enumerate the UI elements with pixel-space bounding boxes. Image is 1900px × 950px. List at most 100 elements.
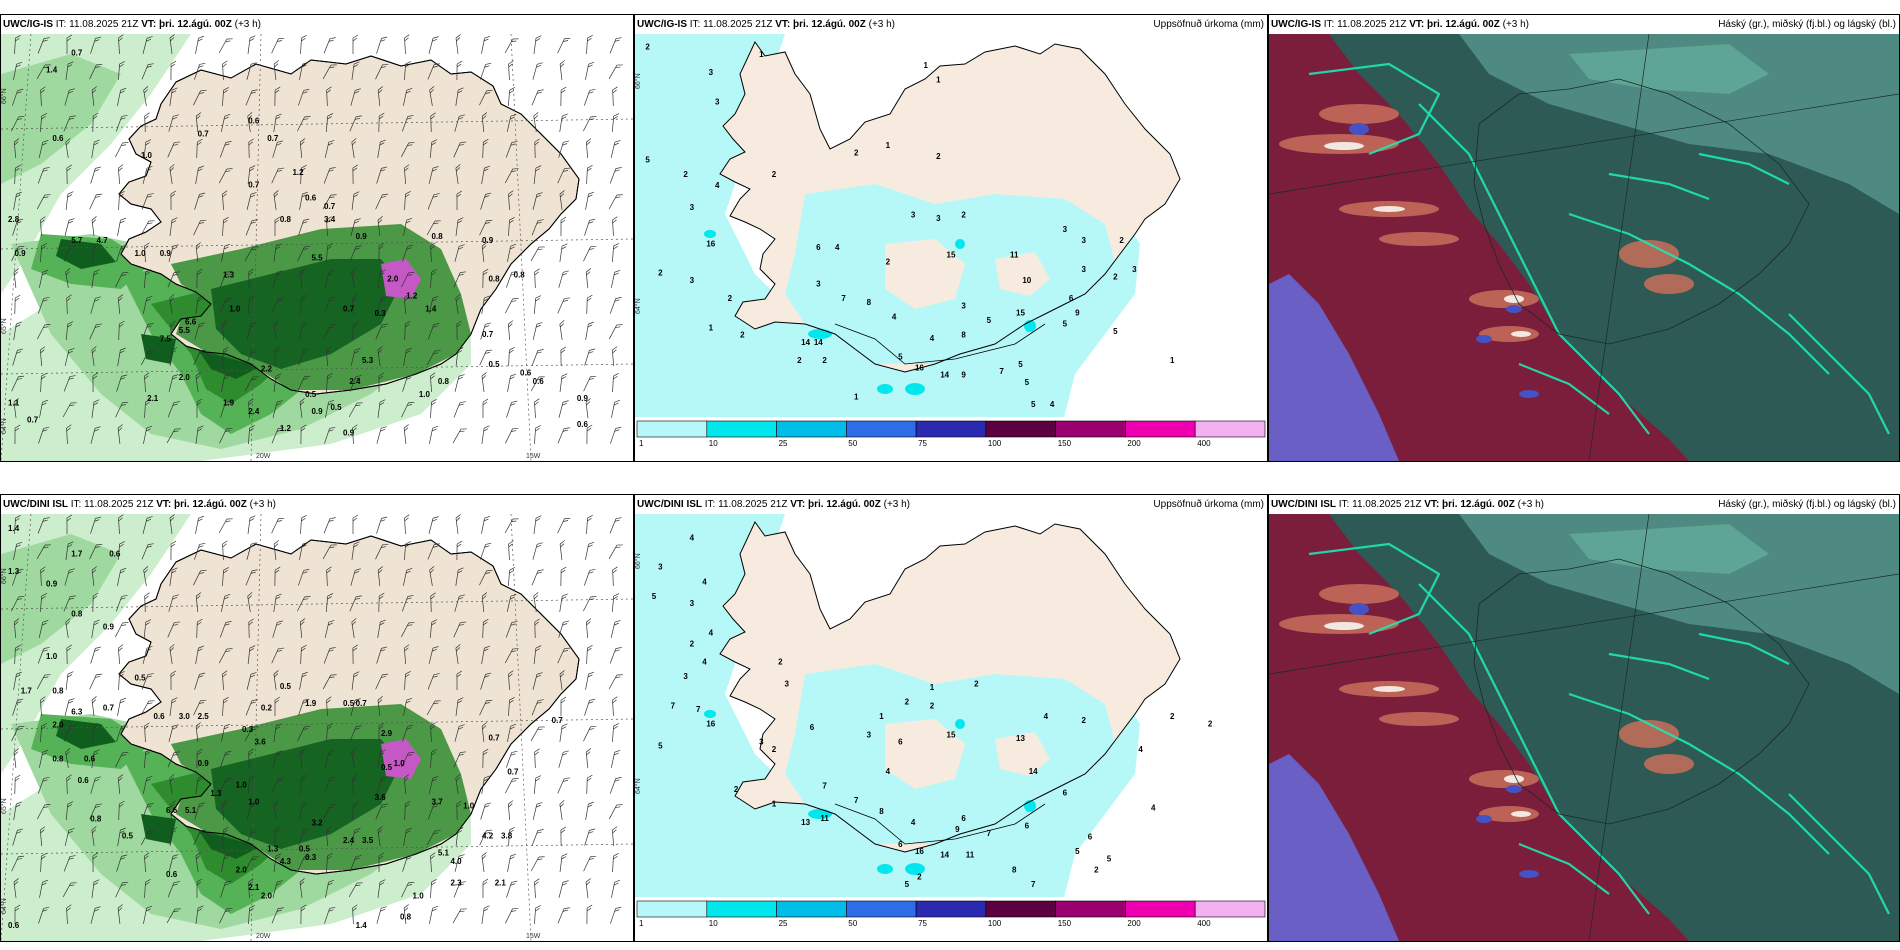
it-label: IT: (689, 19, 701, 30)
precip-value-label: 4 (702, 577, 707, 586)
wind-barb (271, 167, 285, 184)
precip-value-label: 7 (1031, 880, 1036, 889)
accumulated-precip-map[interactable]: 66°N 64°N 4 3 5 4 3 4 2 3 4 7 7 5 16 3 2 2 1 6 3 2 2 2 1 3 6 15 4 7 13… (635, 514, 1267, 941)
precip-value-label: 2.4 (349, 377, 361, 386)
wind-barb (532, 672, 543, 690)
wind-barb (375, 543, 389, 560)
wind-barb (117, 424, 123, 444)
wind-barb (195, 242, 201, 262)
model-label: UWC/IG-IS (3, 19, 53, 30)
wind-barb (612, 853, 619, 873)
precip-value-label: 0.7 (488, 733, 500, 742)
wind-barb (612, 723, 619, 743)
wind-barb (583, 375, 597, 392)
wind-barb (274, 346, 280, 367)
wind-barb (351, 618, 357, 638)
wind-barb (222, 346, 229, 367)
model-label: UWC/DINI ISL (3, 499, 68, 510)
wind-barb (351, 541, 360, 560)
precip-value-label: 0.9 (577, 394, 589, 403)
vt-label: VT: (775, 19, 791, 30)
precip-value-label: 0.9 (46, 580, 58, 589)
wind-barb (430, 112, 436, 133)
wind-barb (324, 426, 336, 444)
wind-barb (195, 372, 201, 392)
wind-barb (14, 164, 21, 185)
wind-barb (40, 723, 47, 743)
longitude-label: 20W (256, 453, 271, 460)
wind-barb (322, 324, 337, 340)
wind-barb (557, 777, 571, 794)
precip-value-label: 14 (814, 338, 823, 347)
wind-barb (273, 853, 282, 872)
colorbar-swatch (636, 420, 708, 438)
precip-value-label: 2.0 (236, 866, 248, 875)
wind-barb (326, 852, 333, 873)
wind-barb (143, 566, 149, 586)
wind-barb (298, 698, 310, 716)
wind-barb (375, 193, 389, 210)
wind-barb (298, 88, 310, 106)
wind-barb (195, 35, 205, 54)
precip-value-label: 7.5 (160, 334, 172, 343)
precip-value-label: 3 (816, 280, 821, 289)
wind-barb (143, 619, 152, 638)
wind-barb (608, 324, 623, 340)
wind-barb (584, 218, 596, 236)
precip-value-label: 2 (772, 745, 777, 754)
it-value: 11.08.2025 21Z (703, 19, 773, 30)
wind-barb (169, 827, 178, 846)
wind-barb (13, 801, 22, 820)
wind-barb (402, 724, 414, 742)
wind-precip-map[interactable]: 66°N 65°N 64°N 20W 15W 1.4 1.7 0.6 1.3 0.9 0.8 0.9 1… (1, 514, 633, 941)
wind-barb (559, 670, 565, 690)
precip-value-label: 9 (955, 825, 960, 834)
wind-barb (221, 320, 228, 340)
vt-value: þri. 12.ágú. 00Z (174, 499, 247, 510)
wind-barb (117, 87, 127, 106)
wind-barb (351, 268, 357, 288)
precip-value-label: 2 (917, 873, 922, 882)
wind-barb (221, 373, 231, 392)
wind-barb (13, 748, 19, 768)
wind-barb (452, 908, 467, 924)
precip-value-label: 4 (886, 767, 891, 776)
precip-value-label: 8 (961, 331, 966, 340)
wind-barb (558, 400, 569, 418)
panel-header: UWC/DINI ISL IT: 11.08.2025 21Z VT: þri.… (1269, 495, 1899, 514)
lead-time: (+3 h) (234, 19, 262, 30)
precip-value-label: 2 (734, 785, 739, 794)
it-label: IT: (70, 499, 82, 510)
wind-barb (506, 750, 518, 768)
wind-barb (169, 514, 175, 534)
wind-barb (170, 60, 177, 81)
wind-barb (585, 671, 595, 690)
wind-barb (507, 320, 514, 341)
wind-barb (13, 138, 20, 158)
wind-barb (403, 774, 410, 794)
wind-barb (271, 37, 285, 54)
cloud-cover-map[interactable] (1269, 34, 1899, 461)
precip-value-label: 0.5 (299, 844, 311, 853)
wind-precip-map[interactable]: 66°N 65°N 64°N 20W 15W 0.7 1.4 0.6 2.8 0.9 5.7 4.7 1… (1, 34, 633, 461)
cloud-cover-map[interactable] (1269, 514, 1899, 941)
wind-barb (91, 139, 100, 158)
wind-barb (195, 645, 204, 664)
wind-barb (349, 595, 363, 612)
wind-barb (352, 904, 358, 925)
wind-barb (352, 644, 358, 665)
wind-barb (612, 373, 619, 393)
precip-value-label: 2 (1094, 865, 1099, 874)
wind-barb (273, 540, 279, 560)
wind-barb (195, 295, 204, 314)
wind-barb (456, 320, 462, 341)
wind-barb (608, 194, 623, 210)
accumulated-precip-map[interactable]: 66°N 64°N 2 1 3 3 5 2 4 3 2 2 1 2 1 1 16 2 3 2 1 2 6 4 3 7 8 4 3 3 2 14… (635, 34, 1267, 461)
precip-value-label: 2.0 (387, 275, 399, 284)
wind-barb (608, 804, 623, 820)
wind-barb (557, 517, 571, 534)
wind-barb (507, 243, 517, 262)
precip-value-label: 4 (892, 312, 897, 321)
wind-barb (193, 219, 207, 236)
wind-barb (323, 37, 336, 54)
